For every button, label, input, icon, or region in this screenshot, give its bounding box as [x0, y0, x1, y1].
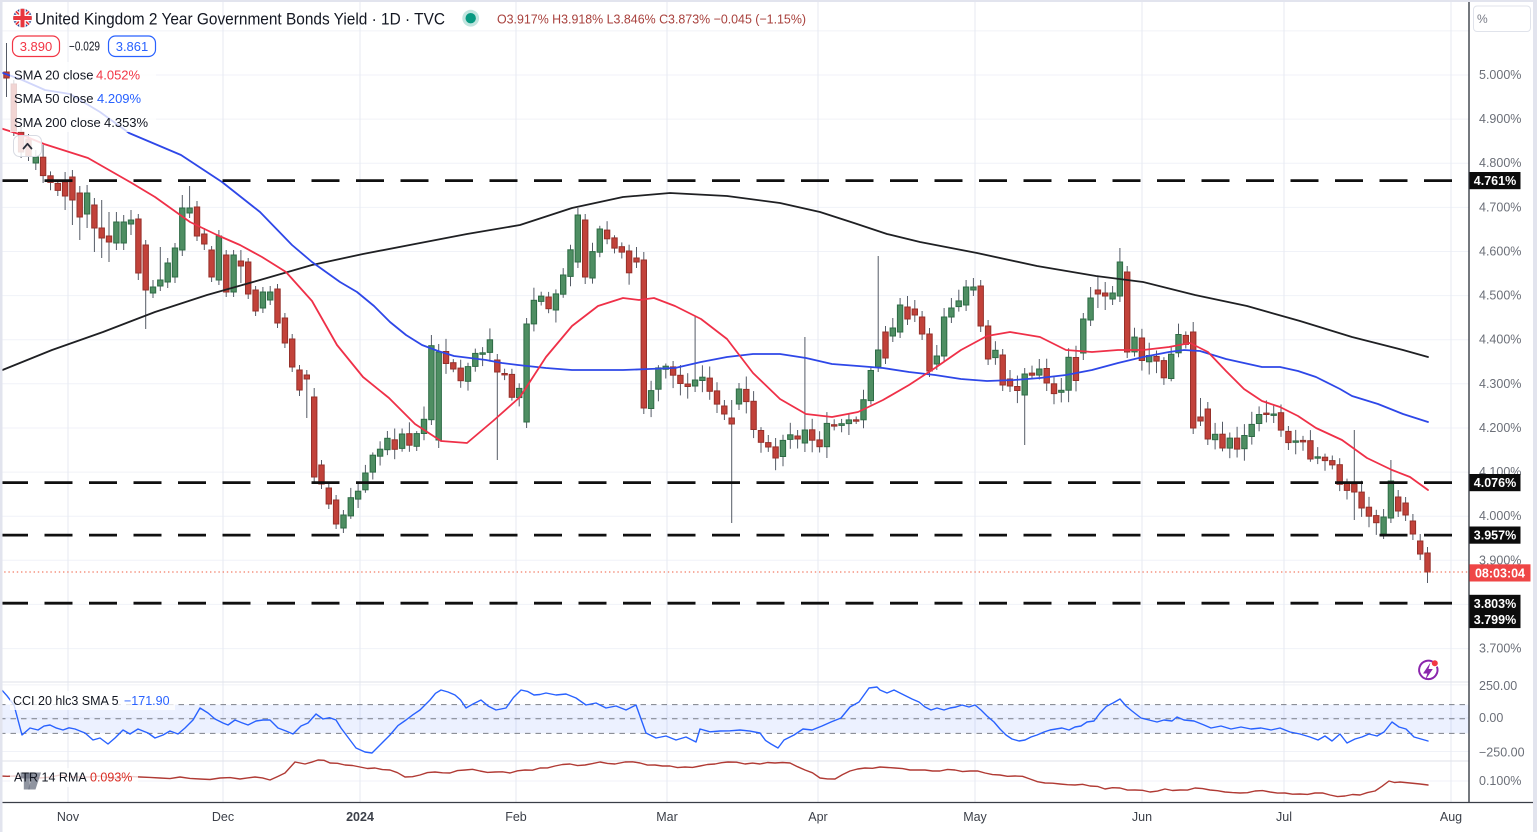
svg-text:Dec: Dec	[212, 810, 234, 824]
svg-text:4.052%: 4.052%	[96, 68, 141, 83]
svg-text:Jul: Jul	[1276, 810, 1292, 824]
svg-text:4.800%: 4.800%	[1479, 156, 1521, 170]
svg-text:4.300%: 4.300%	[1479, 377, 1521, 391]
svg-text:3.803%: 3.803%	[1474, 597, 1516, 611]
svg-text:0.093%: 0.093%	[90, 771, 132, 785]
svg-text:Mar: Mar	[656, 810, 678, 824]
svg-text:−171.90: −171.90	[124, 694, 170, 708]
svg-text:−250.00: −250.00	[1479, 746, 1525, 760]
svg-text:5.000%: 5.000%	[1479, 68, 1521, 82]
svg-text:SMA 50 close: SMA 50 close	[14, 91, 94, 106]
svg-text:250.00: 250.00	[1479, 679, 1517, 693]
svg-text:CCI 20 hlc3 SMA 5: CCI 20 hlc3 SMA 5	[13, 694, 119, 708]
svg-text:4.700%: 4.700%	[1479, 200, 1521, 214]
svg-text:O3.917% H3.918% L3.846% C3.873: O3.917% H3.918% L3.846% C3.873% −0.045 (…	[497, 12, 806, 27]
svg-text:4.209%: 4.209%	[97, 91, 142, 106]
svg-text:Nov: Nov	[57, 810, 80, 824]
svg-text:−0.029: −0.029	[69, 40, 100, 54]
svg-text:4.000%: 4.000%	[1479, 509, 1521, 523]
svg-text:3.900%: 3.900%	[1479, 553, 1521, 567]
svg-text:3.700%: 3.700%	[1479, 642, 1521, 656]
svg-text:4.600%: 4.600%	[1479, 245, 1521, 259]
svg-text:4.076%: 4.076%	[1474, 476, 1516, 490]
svg-text:3.957%: 3.957%	[1474, 529, 1516, 543]
svg-text:4.400%: 4.400%	[1479, 333, 1521, 347]
svg-text:0.100%: 0.100%	[1479, 774, 1521, 788]
svg-text:3.890: 3.890	[20, 39, 53, 54]
svg-text:%: %	[1477, 12, 1488, 26]
svg-text:4.500%: 4.500%	[1479, 289, 1521, 303]
svg-text:Jun: Jun	[1132, 810, 1152, 824]
svg-text:08:03:04: 08:03:04	[1475, 566, 1525, 580]
svg-text:3.861: 3.861	[116, 39, 149, 54]
svg-text:SMA 20 close: SMA 20 close	[14, 68, 94, 83]
svg-text:4.353%: 4.353%	[104, 115, 149, 130]
svg-text:3.799%: 3.799%	[1474, 613, 1516, 627]
svg-text:SMA 200 close: SMA 200 close	[14, 115, 101, 130]
svg-text:4.200%: 4.200%	[1479, 421, 1521, 435]
svg-text:0.00: 0.00	[1479, 711, 1503, 725]
svg-text:May: May	[963, 810, 987, 824]
svg-text:4.900%: 4.900%	[1479, 112, 1521, 126]
svg-text:4.761%: 4.761%	[1474, 174, 1516, 188]
svg-text:United Kingdom 2 Year Governme: United Kingdom 2 Year Government Bonds Y…	[35, 10, 445, 29]
svg-text:Feb: Feb	[505, 810, 527, 824]
svg-text:Apr: Apr	[808, 810, 827, 824]
svg-text:2024: 2024	[346, 810, 374, 824]
svg-text:Aug: Aug	[1440, 810, 1462, 824]
svg-text:ATR 14 RMA: ATR 14 RMA	[14, 771, 87, 785]
